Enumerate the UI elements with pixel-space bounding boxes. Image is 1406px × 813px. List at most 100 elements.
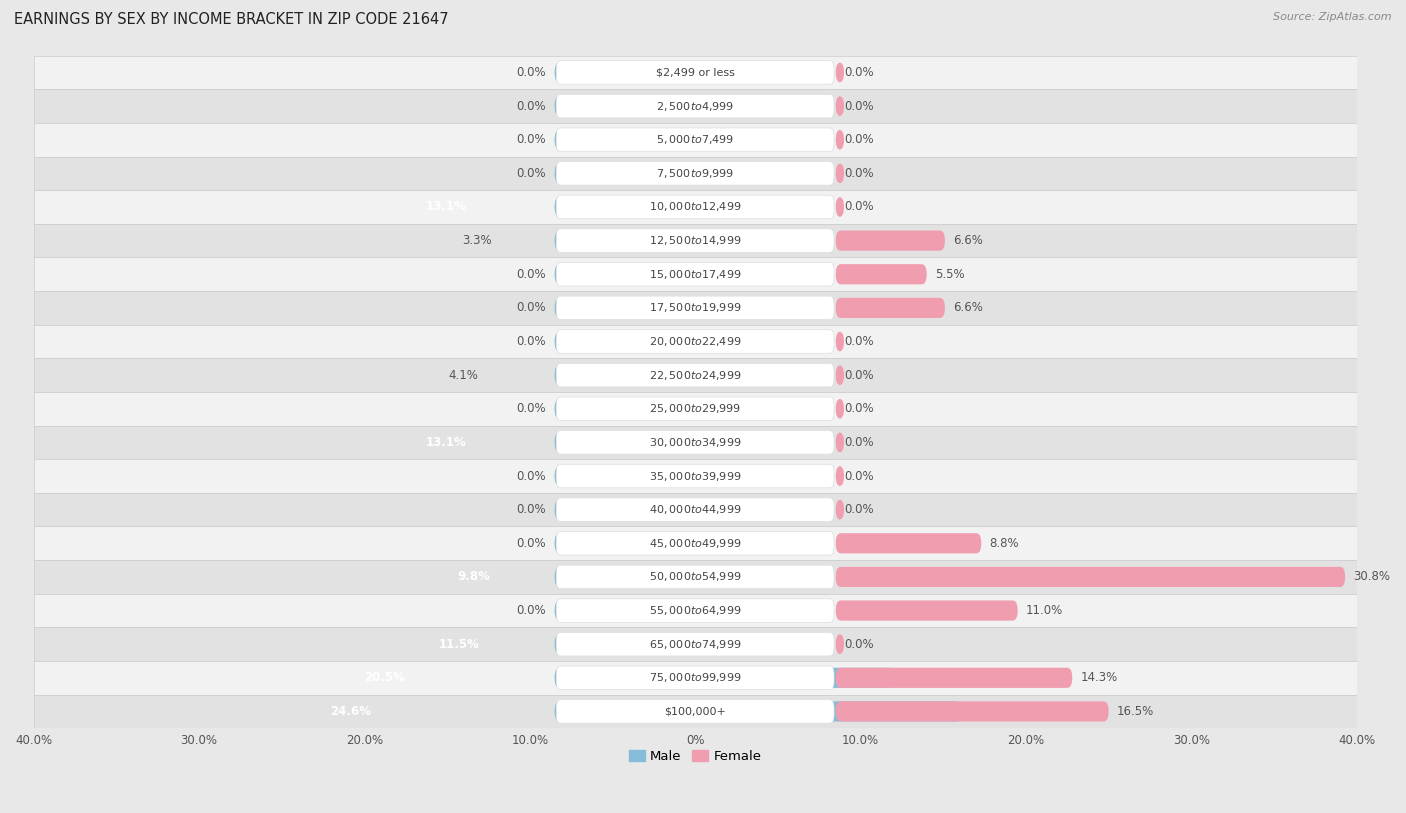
Text: $17,500 to $19,999: $17,500 to $19,999 [650, 302, 741, 315]
FancyBboxPatch shape [835, 163, 844, 184]
FancyBboxPatch shape [557, 363, 834, 387]
Text: EARNINGS BY SEX BY INCOME BRACKET IN ZIP CODE 21647: EARNINGS BY SEX BY INCOME BRACKET IN ZIP… [14, 12, 449, 27]
Text: 13.1%: 13.1% [426, 201, 467, 214]
FancyBboxPatch shape [835, 533, 981, 554]
Text: 0.0%: 0.0% [844, 470, 873, 483]
FancyBboxPatch shape [34, 661, 1357, 694]
FancyBboxPatch shape [554, 298, 562, 318]
FancyBboxPatch shape [557, 397, 834, 420]
FancyBboxPatch shape [554, 332, 562, 351]
FancyBboxPatch shape [34, 55, 1357, 89]
FancyBboxPatch shape [557, 94, 834, 118]
Text: 6.6%: 6.6% [953, 234, 983, 247]
FancyBboxPatch shape [835, 231, 945, 250]
FancyBboxPatch shape [835, 702, 1109, 721]
Text: 5.5%: 5.5% [935, 267, 965, 280]
FancyBboxPatch shape [554, 163, 562, 184]
Text: $40,000 to $44,999: $40,000 to $44,999 [650, 503, 741, 516]
FancyBboxPatch shape [557, 532, 834, 555]
Text: 0.0%: 0.0% [516, 402, 547, 415]
Text: 0.0%: 0.0% [844, 133, 873, 146]
FancyBboxPatch shape [557, 498, 834, 521]
FancyBboxPatch shape [557, 599, 834, 622]
Text: 4.1%: 4.1% [449, 368, 478, 381]
Text: 0.0%: 0.0% [516, 503, 547, 516]
FancyBboxPatch shape [557, 666, 834, 689]
FancyBboxPatch shape [554, 499, 562, 520]
Text: $7,500 to $9,999: $7,500 to $9,999 [657, 167, 734, 180]
Text: 0.0%: 0.0% [844, 436, 873, 449]
Text: 11.0%: 11.0% [1026, 604, 1063, 617]
FancyBboxPatch shape [34, 123, 1357, 157]
FancyBboxPatch shape [34, 560, 1357, 593]
FancyBboxPatch shape [34, 224, 1357, 258]
Text: 8.8%: 8.8% [990, 537, 1019, 550]
Text: $12,500 to $14,999: $12,500 to $14,999 [650, 234, 741, 247]
FancyBboxPatch shape [554, 466, 562, 486]
Text: $65,000 to $74,999: $65,000 to $74,999 [650, 637, 741, 650]
Text: $2,500 to $4,999: $2,500 to $4,999 [657, 100, 734, 112]
Text: 0.0%: 0.0% [844, 66, 873, 79]
FancyBboxPatch shape [557, 431, 834, 454]
FancyBboxPatch shape [554, 231, 609, 250]
FancyBboxPatch shape [557, 61, 834, 85]
FancyBboxPatch shape [554, 197, 772, 217]
Text: 0.0%: 0.0% [844, 368, 873, 381]
FancyBboxPatch shape [34, 593, 1357, 628]
FancyBboxPatch shape [34, 459, 1357, 493]
FancyBboxPatch shape [835, 398, 844, 419]
FancyBboxPatch shape [554, 129, 562, 150]
Text: 11.5%: 11.5% [439, 637, 479, 650]
FancyBboxPatch shape [835, 634, 844, 654]
Text: 0.0%: 0.0% [516, 302, 547, 315]
Text: $10,000 to $12,499: $10,000 to $12,499 [650, 201, 741, 214]
FancyBboxPatch shape [557, 263, 834, 286]
FancyBboxPatch shape [554, 634, 745, 654]
Text: 9.8%: 9.8% [457, 571, 489, 584]
Text: $30,000 to $34,999: $30,000 to $34,999 [650, 436, 741, 449]
Text: $15,000 to $17,499: $15,000 to $17,499 [650, 267, 741, 280]
Text: 0.0%: 0.0% [844, 100, 873, 112]
FancyBboxPatch shape [557, 464, 834, 488]
FancyBboxPatch shape [835, 129, 844, 150]
FancyBboxPatch shape [554, 63, 562, 83]
Text: $2,499 or less: $2,499 or less [655, 67, 734, 77]
Text: 0.0%: 0.0% [516, 267, 547, 280]
FancyBboxPatch shape [557, 700, 834, 724]
Text: 14.3%: 14.3% [1081, 672, 1118, 685]
FancyBboxPatch shape [34, 527, 1357, 560]
Text: 0.0%: 0.0% [516, 133, 547, 146]
Text: 0.0%: 0.0% [516, 335, 547, 348]
Text: 0.0%: 0.0% [844, 201, 873, 214]
Text: 0.0%: 0.0% [844, 637, 873, 650]
FancyBboxPatch shape [554, 567, 717, 587]
Text: 0.0%: 0.0% [516, 470, 547, 483]
Text: $55,000 to $64,999: $55,000 to $64,999 [650, 604, 741, 617]
FancyBboxPatch shape [835, 63, 844, 83]
FancyBboxPatch shape [835, 197, 844, 217]
FancyBboxPatch shape [835, 433, 844, 453]
FancyBboxPatch shape [554, 96, 562, 116]
FancyBboxPatch shape [835, 601, 1018, 620]
FancyBboxPatch shape [34, 190, 1357, 224]
FancyBboxPatch shape [554, 365, 623, 385]
FancyBboxPatch shape [554, 702, 962, 721]
FancyBboxPatch shape [557, 565, 834, 589]
FancyBboxPatch shape [835, 264, 927, 285]
FancyBboxPatch shape [34, 694, 1357, 728]
FancyBboxPatch shape [835, 298, 945, 318]
Text: 3.3%: 3.3% [463, 234, 492, 247]
FancyBboxPatch shape [554, 667, 894, 688]
FancyBboxPatch shape [835, 499, 844, 520]
Text: 0.0%: 0.0% [844, 402, 873, 415]
FancyBboxPatch shape [554, 264, 562, 285]
Text: Source: ZipAtlas.com: Source: ZipAtlas.com [1274, 12, 1392, 22]
FancyBboxPatch shape [835, 567, 1346, 587]
Text: 0.0%: 0.0% [516, 167, 547, 180]
Text: $5,000 to $7,499: $5,000 to $7,499 [657, 133, 734, 146]
Text: 0.0%: 0.0% [844, 335, 873, 348]
Text: 6.6%: 6.6% [953, 302, 983, 315]
FancyBboxPatch shape [554, 601, 562, 620]
Text: 16.5%: 16.5% [1116, 705, 1154, 718]
Text: 24.6%: 24.6% [330, 705, 371, 718]
